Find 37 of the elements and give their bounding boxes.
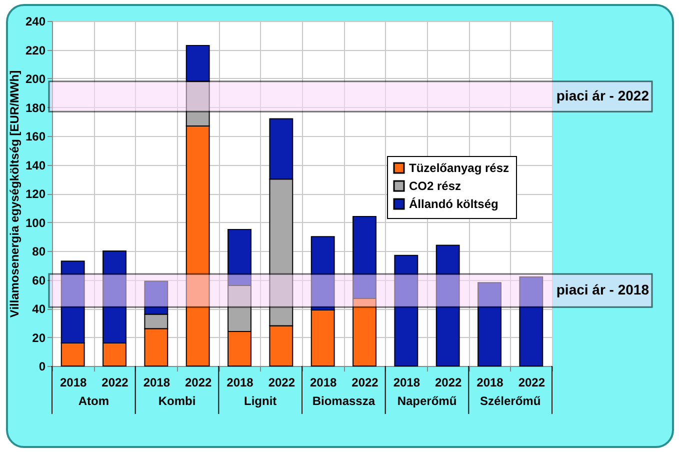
y-tick-label: 80 <box>32 244 46 258</box>
x-tick-label: 2022 <box>184 376 212 390</box>
x-tick-label: 2022 <box>102 376 129 390</box>
y-tick-label: 100 <box>25 216 46 230</box>
text: Szélerőmű <box>480 394 541 408</box>
text: Lignit <box>244 394 277 408</box>
band-label: piaci ár - 2018 <box>556 282 650 298</box>
y-tick-label: 140 <box>25 158 46 172</box>
x-tick-label: 2018 <box>60 376 88 390</box>
y-tick-label: 240 <box>25 14 46 28</box>
x-tick-label: 2018 <box>226 376 254 390</box>
y-tick-label: 40 <box>32 302 46 316</box>
x-tick-label: 2018 <box>143 376 170 390</box>
y-tick-label: 220 <box>25 43 46 58</box>
text: Naperőmű <box>397 394 457 408</box>
x-tick-label: 2022 <box>434 376 462 390</box>
y-tick-label: 160 <box>25 130 46 144</box>
x-tick-label: 2022 <box>352 376 379 390</box>
x-tick-label: 2018 <box>476 376 504 390</box>
band-label: piaci ár - 2022 <box>556 87 650 104</box>
x-tick-label: 2022 <box>268 376 296 390</box>
y-tick-label: 0 <box>38 360 46 374</box>
y-axis-title: Villamosenergia egységköltség [EUR/MWh] <box>7 70 22 318</box>
text: Atom <box>78 394 110 408</box>
x-tick-label: 2018 <box>310 376 338 390</box>
text: Kombi <box>158 394 196 408</box>
y-tick-label: 60 <box>32 273 46 288</box>
legend-label: Tüzelőanyag rész <box>409 161 510 175</box>
y-tick-label: 120 <box>25 187 46 201</box>
y-tick-label: 20 <box>32 330 46 345</box>
legend-label: Állandó költség <box>409 197 498 211</box>
y-tick-label: 180 <box>25 100 46 115</box>
x-tick-label: 2018 <box>393 376 420 390</box>
legend-label: CO2 rész <box>409 179 462 193</box>
text: Biomassza <box>312 394 376 408</box>
y-tick-label: 200 <box>25 72 46 86</box>
x-tick-label: 2022 <box>518 376 546 390</box>
